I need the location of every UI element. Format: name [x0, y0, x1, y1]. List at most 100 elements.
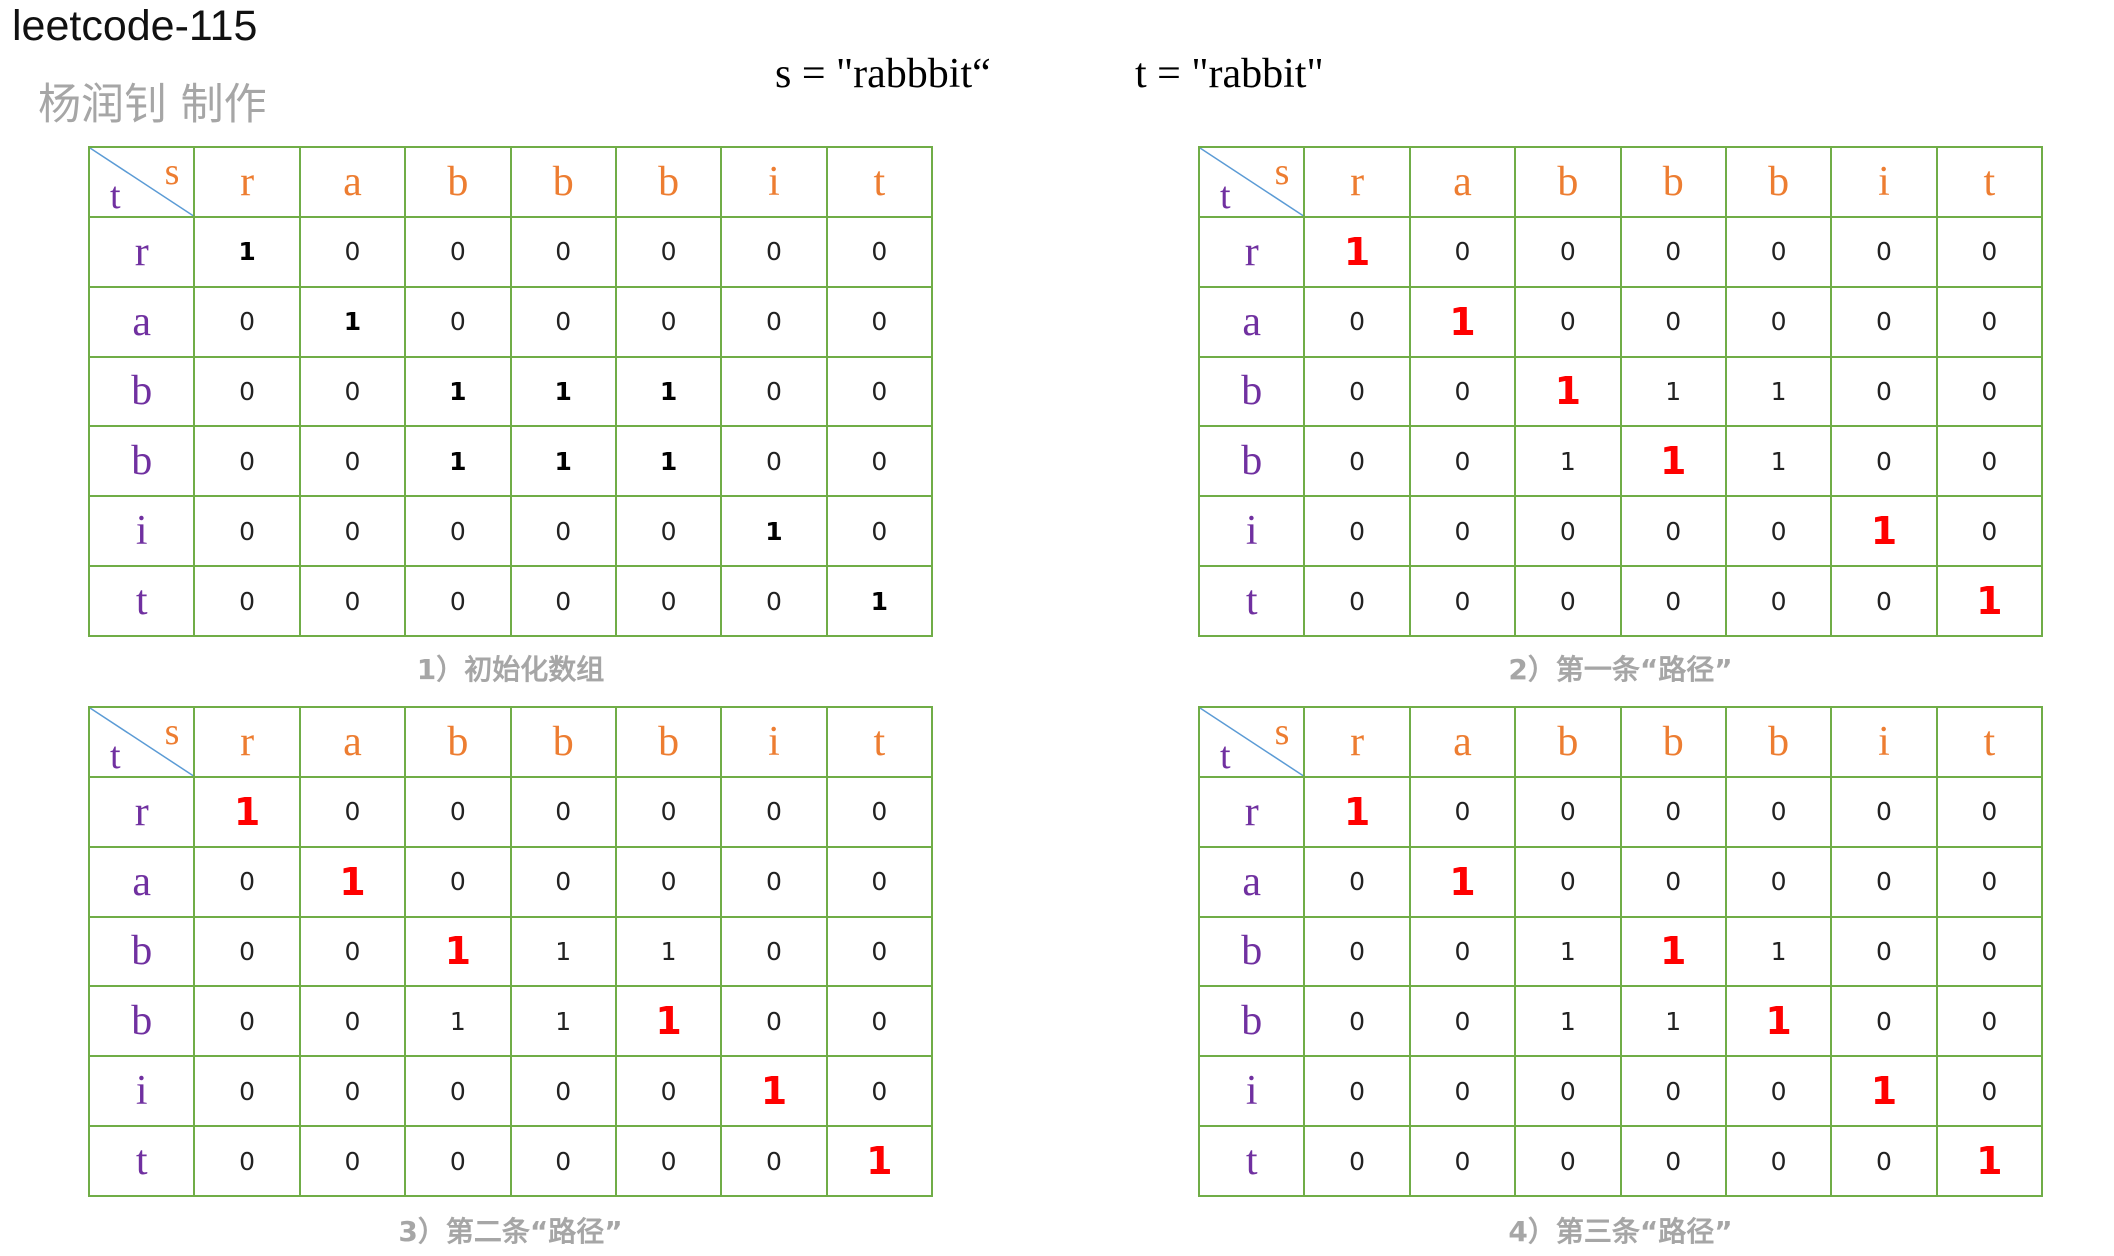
dp-value: 0	[1875, 586, 1892, 616]
dp-value: 1	[1559, 1006, 1576, 1036]
s-header-cell: b	[511, 708, 617, 778]
dp-value: 0	[555, 586, 572, 616]
s-header-cell: a	[300, 708, 407, 778]
dp-value: 1	[1343, 229, 1371, 274]
dp-cell: 0	[1937, 497, 2043, 568]
dp-value: 0	[871, 446, 888, 476]
dp-value: 0	[1770, 586, 1787, 616]
dp-cell: 1	[406, 357, 512, 428]
dp-value: 0	[555, 237, 572, 267]
dp-value: 1	[1770, 376, 1787, 406]
dp-value: 1	[1770, 446, 1787, 476]
dp-value: 0	[344, 237, 361, 267]
dp-cell: 0	[1621, 777, 1727, 848]
dp-cell: 1	[1726, 427, 1833, 498]
dp-value: 0	[555, 867, 572, 897]
dp-value: 0	[1559, 237, 1576, 267]
t-header-cell: b	[90, 917, 196, 988]
dp-value: 0	[1559, 516, 1576, 546]
dp-cell: 0	[827, 777, 933, 848]
dp-value: 0	[660, 516, 677, 546]
dp-cell: 0	[300, 777, 407, 848]
dp-cell: 0	[1305, 427, 1411, 498]
s-header-cell: b	[1621, 148, 1727, 218]
dp-cell: 0	[827, 427, 933, 498]
dp-value: 0	[1454, 516, 1471, 546]
dp-cell: 0	[195, 287, 301, 358]
diagonal-line	[1200, 148, 1303, 216]
dp-value: 0	[1665, 586, 1682, 616]
dp-value: 0	[239, 867, 256, 897]
dp-value: 0	[660, 867, 677, 897]
dp-cell: 0	[300, 497, 407, 568]
dp-value: 0	[1454, 586, 1471, 616]
dp-cell: 1	[300, 287, 407, 358]
dp-cell: 0	[1726, 1057, 1833, 1128]
s-string-label: s = "rabbbit“	[775, 51, 991, 97]
dp-cell: 1	[1516, 987, 1622, 1058]
dp-value: 0	[1875, 307, 1892, 337]
dp-value: 0	[871, 307, 888, 337]
diagonal-line	[90, 148, 193, 216]
dp-cell: 1	[406, 427, 512, 498]
dp-value: 1	[554, 446, 572, 476]
dp-cell: 0	[1516, 847, 1622, 918]
dp-value: 1	[1559, 446, 1576, 476]
dp-value: 1	[660, 936, 677, 966]
dp-cell: 0	[1621, 1127, 1727, 1197]
dp-cell: 0	[1621, 497, 1727, 568]
dp-value: 0	[1454, 797, 1471, 827]
dp-value: 0	[449, 797, 466, 827]
dp-value: 0	[239, 936, 256, 966]
dp-cell: 1	[616, 917, 723, 988]
dp-cell: 0	[195, 847, 301, 918]
t-header-cell: a	[1200, 287, 1306, 358]
caption-table-2: 2）第一条“路径”	[1508, 653, 1733, 686]
dp-value: 1	[444, 929, 472, 974]
corner-s-label: s	[1274, 711, 1290, 753]
dp-cell: 0	[1832, 217, 1938, 288]
dp-cell: 0	[616, 777, 723, 848]
dp-cell: 0	[1305, 1127, 1411, 1197]
corner-s-label: s	[1274, 151, 1290, 193]
dp-cell: 0	[195, 357, 301, 428]
dp-value: 1	[555, 1006, 572, 1036]
dp-cell: 0	[1832, 287, 1938, 358]
dp-value: 0	[1665, 797, 1682, 827]
dp-value: 0	[1454, 936, 1471, 966]
dp-value: 0	[1559, 307, 1576, 337]
dp-cell: 1	[406, 987, 512, 1058]
dp-value: 0	[1981, 1076, 1998, 1106]
dp-cell: 0	[616, 1057, 723, 1128]
dp-cell: 1	[195, 217, 301, 288]
dp-value: 0	[871, 376, 888, 406]
dp-value: 1	[238, 237, 256, 267]
s-header-cell: a	[1410, 708, 1517, 778]
dp-value: 0	[449, 1146, 466, 1176]
dp-cell: 0	[511, 567, 617, 637]
dp-value: 1	[765, 516, 783, 546]
dp-cell: 0	[1621, 287, 1727, 358]
dp-cell: 0	[1937, 987, 2043, 1058]
t-header-cell: b	[1200, 987, 1306, 1058]
dp-value: 1	[866, 1139, 893, 1184]
dp-value: 0	[344, 586, 361, 616]
dp-cell: 0	[1516, 567, 1622, 637]
dp-cell: 0	[1937, 287, 2043, 358]
dp-value: 0	[1981, 867, 1998, 897]
dp-value: 0	[449, 867, 466, 897]
dp-value: 0	[765, 797, 782, 827]
s-header-cell: b	[406, 708, 512, 778]
dp-cell: 0	[1832, 427, 1938, 498]
dp-cell: 0	[1621, 847, 1727, 918]
dp-cell: 0	[300, 1057, 407, 1128]
dp-cell: 1	[616, 427, 723, 498]
t-header-cell: i	[90, 1057, 196, 1128]
dp-value: 0	[344, 936, 361, 966]
dp-cell: 0	[1832, 777, 1938, 848]
dp-value: 0	[344, 1076, 361, 1106]
dp-cell: 0	[406, 497, 512, 568]
dp-cell: 0	[406, 287, 512, 358]
